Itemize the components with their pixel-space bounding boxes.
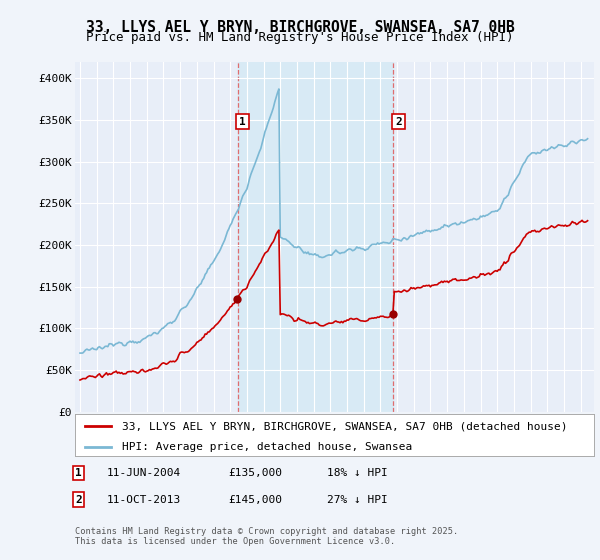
Text: Price paid vs. HM Land Registry's House Price Index (HPI): Price paid vs. HM Land Registry's House …	[86, 31, 514, 44]
Text: 27% ↓ HPI: 27% ↓ HPI	[327, 494, 388, 505]
Bar	[238, 62, 394, 412]
Text: 1: 1	[239, 116, 246, 127]
Text: 18% ↓ HPI: 18% ↓ HPI	[327, 468, 388, 478]
Text: £135,000: £135,000	[228, 468, 282, 478]
Text: £145,000: £145,000	[228, 494, 282, 505]
Text: 11-OCT-2013: 11-OCT-2013	[107, 494, 181, 505]
Text: 33, LLYS AEL Y BRYN, BIRCHGROVE, SWANSEA, SA7 0HB: 33, LLYS AEL Y BRYN, BIRCHGROVE, SWANSEA…	[86, 20, 514, 35]
Text: 2: 2	[395, 116, 402, 127]
Text: 11-JUN-2004: 11-JUN-2004	[107, 468, 181, 478]
Text: 2: 2	[75, 494, 82, 505]
Text: Contains HM Land Registry data © Crown copyright and database right 2025.
This d: Contains HM Land Registry data © Crown c…	[75, 526, 458, 546]
Text: HPI: Average price, detached house, Swansea: HPI: Average price, detached house, Swan…	[122, 442, 412, 452]
Text: 33, LLYS AEL Y BRYN, BIRCHGROVE, SWANSEA, SA7 0HB (detached house): 33, LLYS AEL Y BRYN, BIRCHGROVE, SWANSEA…	[122, 421, 567, 431]
Text: 1: 1	[75, 468, 82, 478]
